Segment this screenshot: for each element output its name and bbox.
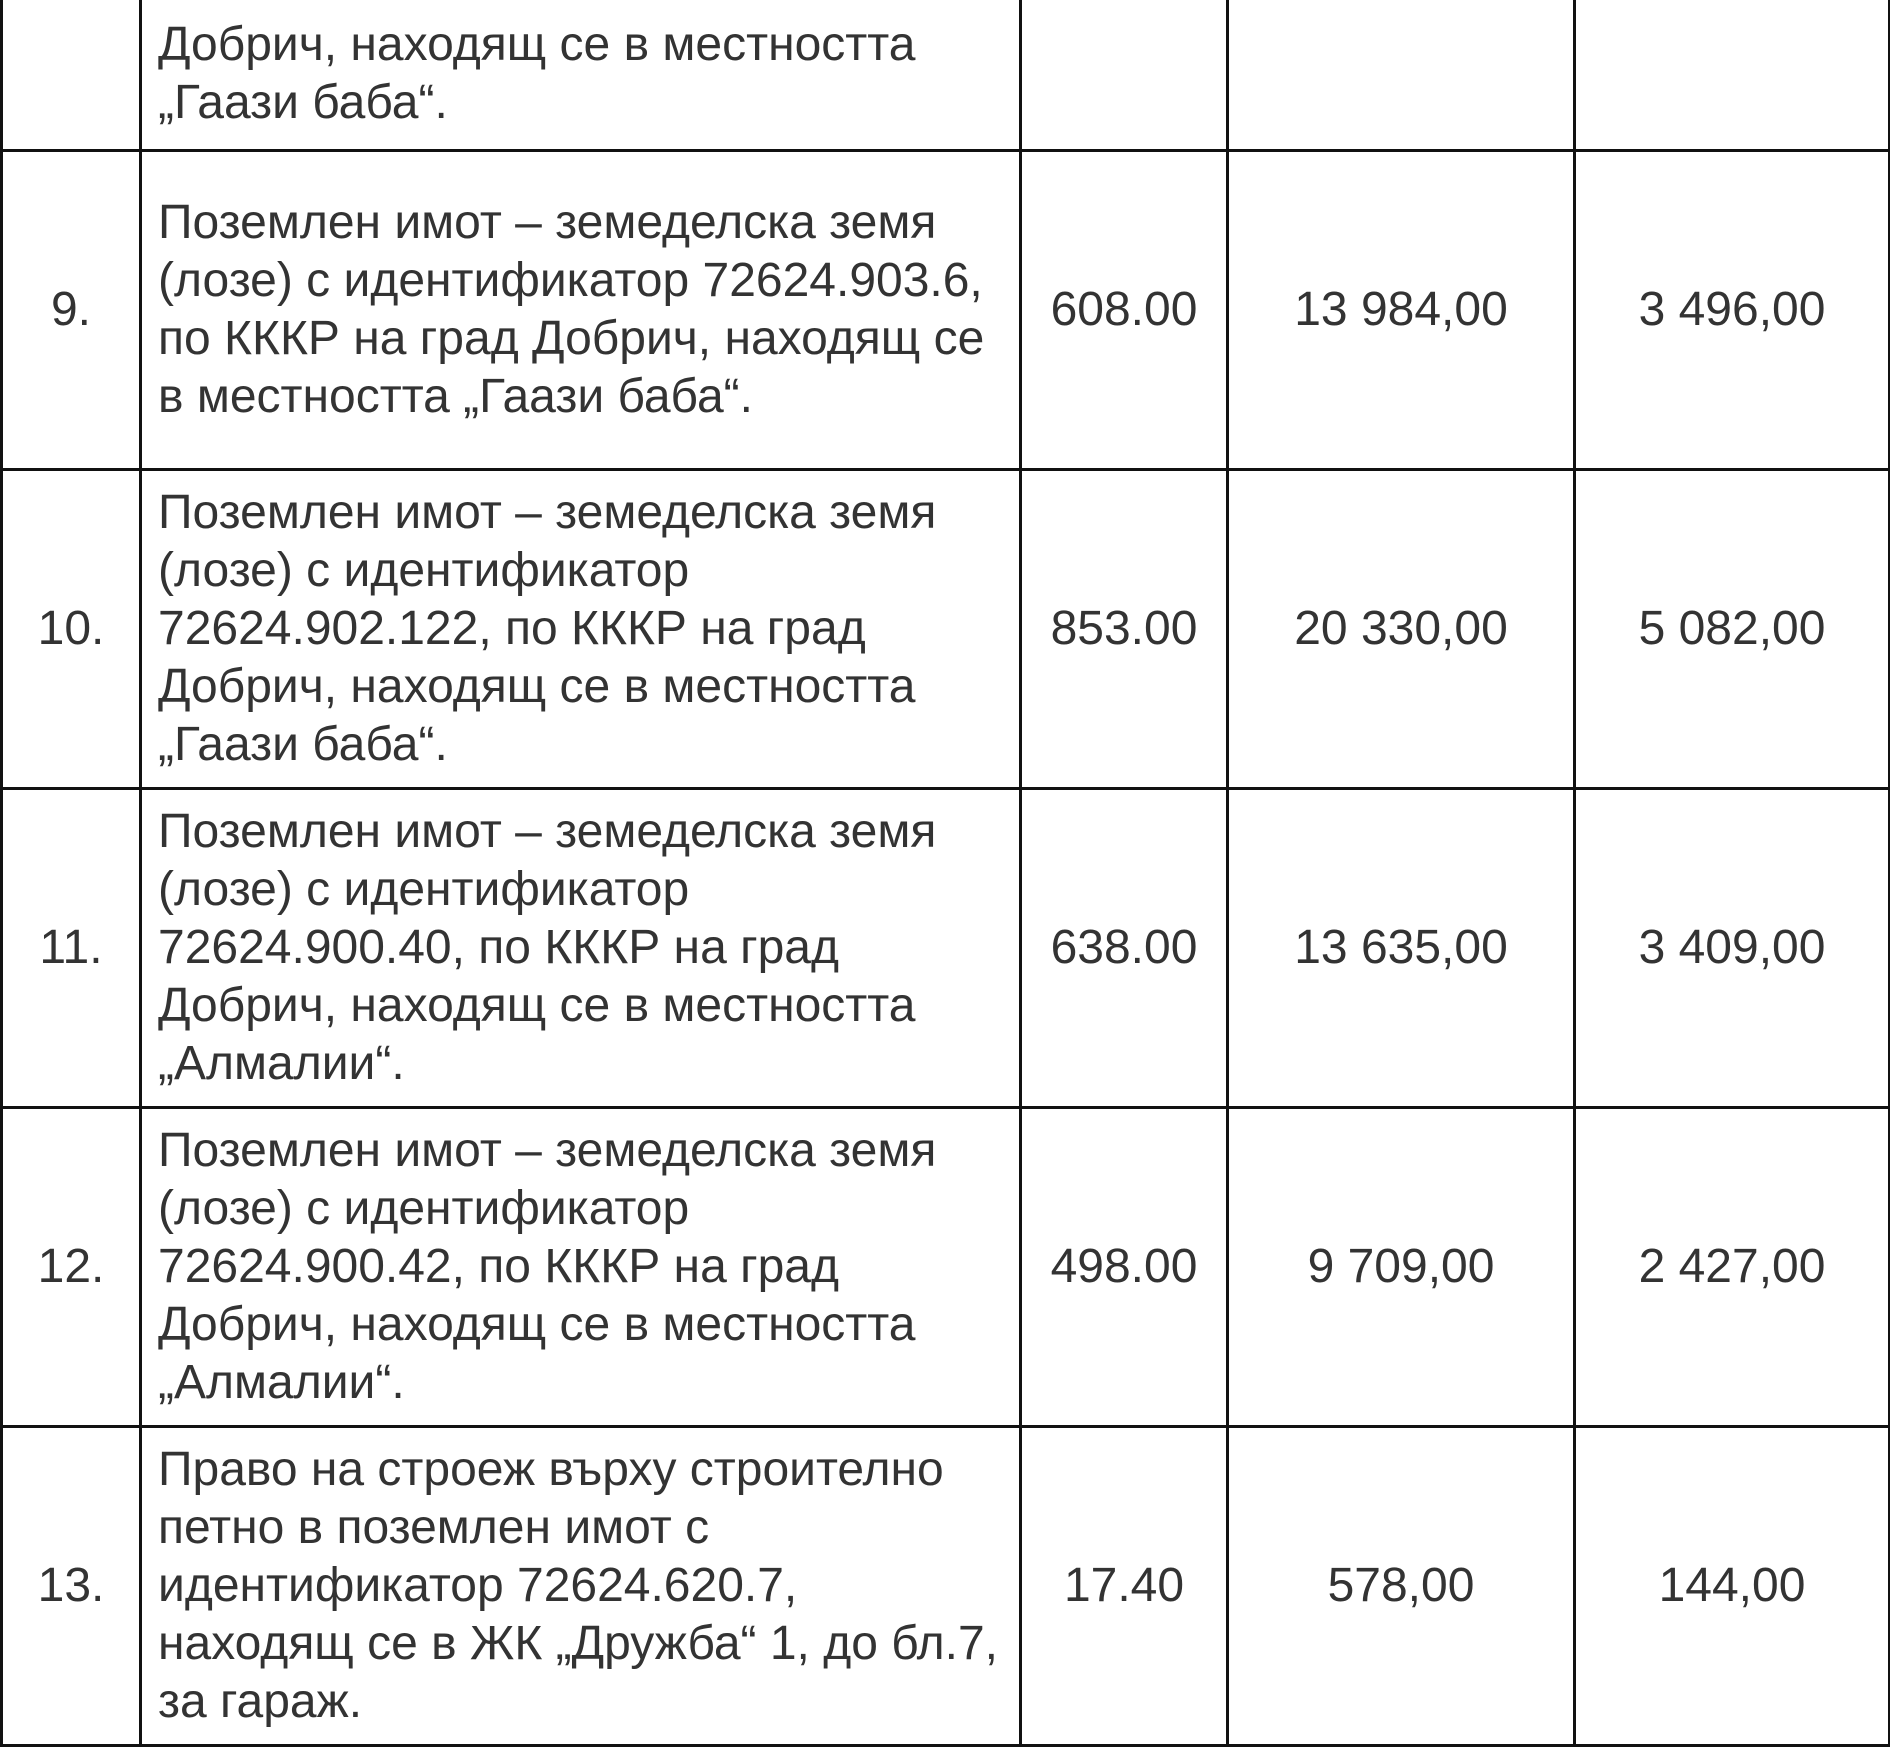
table-row: 12. Поземлен имот – земеделска земя (лозе… xyxy=(0,1106,1890,1428)
deposit-value xyxy=(1573,0,1890,152)
deposit-value: 3 496,00 xyxy=(1573,149,1890,471)
price-value xyxy=(1226,0,1576,152)
price-value: 13 984,00 xyxy=(1226,149,1576,471)
table-row: 11. Поземлен имот – земеделска земя (лозе… xyxy=(0,787,1890,1109)
row-number: 9. xyxy=(0,149,142,471)
table-row: 10. Поземлен имот – земеделска земя (лозе… xyxy=(0,468,1890,790)
property-description: Поземлен имот – земеделска земя (лозе) с… xyxy=(139,787,1022,1109)
area-value: 17.40 xyxy=(1019,1425,1229,1747)
property-description: Право на строеж върху строително петно в… xyxy=(139,1425,1022,1747)
area-value: 498.00 xyxy=(1019,1106,1229,1428)
table-row: 13. Право на строеж върху строително петн… xyxy=(0,1425,1890,1747)
table-row: Добрич, находящ се в местността „Гаази б… xyxy=(0,0,1890,152)
row-number: 13. xyxy=(0,1425,142,1747)
row-number: 11. xyxy=(0,787,142,1109)
property-description: Поземлен имот – земеделска земя (лозе) с… xyxy=(139,1106,1022,1428)
price-value: 13 635,00 xyxy=(1226,787,1576,1109)
property-description: Добрич, находящ се в местността „Гаази б… xyxy=(139,0,1022,152)
area-value xyxy=(1019,0,1229,152)
area-value: 638.00 xyxy=(1019,787,1229,1109)
property-description: Поземлен имот – земеделска земя (лозе) с… xyxy=(139,149,1022,471)
row-number: 10. xyxy=(0,468,142,790)
row-number: 12. xyxy=(0,1106,142,1428)
deposit-value: 2 427,00 xyxy=(1573,1106,1890,1428)
area-value: 853.00 xyxy=(1019,468,1229,790)
price-value: 578,00 xyxy=(1226,1425,1576,1747)
row-number xyxy=(0,0,142,152)
area-value: 608.00 xyxy=(1019,149,1229,471)
price-value: 20 330,00 xyxy=(1226,468,1576,790)
property-description: Поземлен имот – земеделска земя (лозе) с… xyxy=(139,468,1022,790)
table-row: 9. Поземлен имот – земеделска земя (лозе)… xyxy=(0,149,1890,471)
deposit-value: 5 082,00 xyxy=(1573,468,1890,790)
deposit-value: 144,00 xyxy=(1573,1425,1890,1747)
price-value: 9 709,00 xyxy=(1226,1106,1576,1428)
deposit-value: 3 409,00 xyxy=(1573,787,1890,1109)
